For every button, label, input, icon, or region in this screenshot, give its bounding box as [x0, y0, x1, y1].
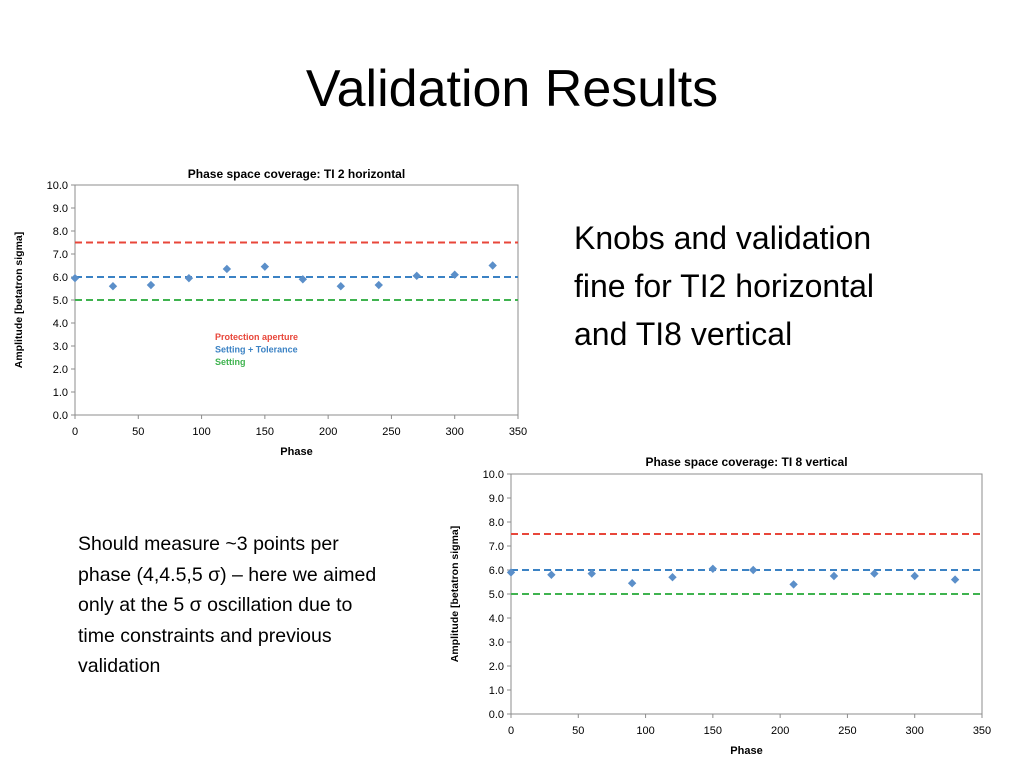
knobs-validation-text: Knobs and validation fine for TI2 horizo…: [574, 220, 875, 352]
y-tick-label: 7.0: [489, 541, 504, 553]
x-tick-label: 150: [256, 426, 274, 438]
y-tick-label: 6.0: [489, 565, 504, 577]
x-axis-label: Phase: [730, 745, 762, 757]
measurement-note-text: Should measure ~3 points per phase (4,4.…: [78, 533, 377, 677]
y-tick-label: 5.0: [489, 589, 504, 601]
chart-title: Phase space coverage: TI 2 horizontal: [188, 167, 405, 181]
data-point: [412, 271, 421, 281]
y-axis-label: Amplitude [betatron sigma]: [449, 526, 461, 663]
data-point: [222, 264, 232, 274]
x-tick-label: 0: [508, 725, 514, 737]
x-tick-label: 200: [771, 725, 789, 737]
data-point: [488, 261, 497, 270]
y-tick-label: 2.0: [489, 661, 504, 673]
x-tick-label: 250: [382, 426, 400, 438]
data-point: [70, 273, 80, 283]
y-tick-label: 0.0: [489, 709, 504, 721]
y-tick-label: 1.0: [489, 685, 504, 697]
x-tick-label: 100: [636, 725, 654, 737]
x-tick-label: 350: [973, 725, 991, 737]
data-point: [374, 280, 383, 290]
data-point: [749, 565, 758, 575]
y-tick-label: 4.0: [489, 613, 504, 625]
y-tick-label: 8.0: [489, 517, 504, 529]
x-tick-label: 100: [192, 426, 210, 438]
x-tick-label: 300: [446, 426, 464, 438]
y-tick-label: 0.0: [53, 410, 68, 422]
ti2-horizontal-chart: Phase space coverage: TI 2 horizontal 0.0…: [13, 167, 527, 458]
y-tick-label: 3.0: [53, 341, 68, 353]
y-tick-label: 5.0: [53, 295, 68, 307]
y-tick-label: 9.0: [489, 493, 504, 505]
y-tick-label: 10.0: [483, 469, 504, 481]
y-tick-label: 8.0: [53, 226, 68, 238]
legend-entry: Setting + Tolerance: [215, 345, 298, 355]
data-point: [450, 270, 459, 279]
slide-title: Validation Results: [305, 60, 719, 118]
ti8-vertical-chart: Phase space coverage: TI 8 vertical 0.0 1.…: [449, 455, 991, 757]
x-tick-label: 250: [838, 725, 856, 737]
y-tick-label: 9.0: [53, 203, 68, 215]
data-point: [910, 571, 919, 581]
y-tick-label: 3.0: [489, 637, 504, 649]
data-point: [184, 273, 194, 283]
y-tick-label: 2.0: [53, 364, 68, 376]
data-point: [336, 282, 345, 291]
data-point: [298, 275, 308, 284]
x-tick-label: 0: [72, 426, 78, 438]
x-tick-label: 50: [572, 725, 584, 737]
x-tick-label: 150: [704, 725, 722, 737]
data-point: [108, 282, 118, 291]
x-axis-label: Phase: [280, 446, 312, 458]
legend-entry: Protection aperture: [215, 332, 298, 342]
y-tick-label: 6.0: [53, 272, 68, 284]
x-tick-label: 50: [132, 426, 144, 438]
x-tick-label: 200: [319, 426, 337, 438]
y-axis-label: Amplitude [betatron sigma]: [13, 232, 25, 369]
y-tick-label: 4.0: [53, 318, 68, 330]
data-point: [829, 571, 839, 581]
y-tick-label: 1.0: [53, 387, 68, 399]
x-tick-label: 300: [906, 725, 924, 737]
data-point: [668, 573, 677, 582]
legend-entry: Setting: [215, 357, 246, 367]
y-tick-label: 10.0: [47, 180, 68, 192]
data-point: [146, 280, 156, 290]
y-tick-label: 7.0: [53, 249, 68, 261]
chart-title: Phase space coverage: TI 8 vertical: [645, 455, 847, 469]
x-tick-label: 350: [509, 426, 527, 438]
